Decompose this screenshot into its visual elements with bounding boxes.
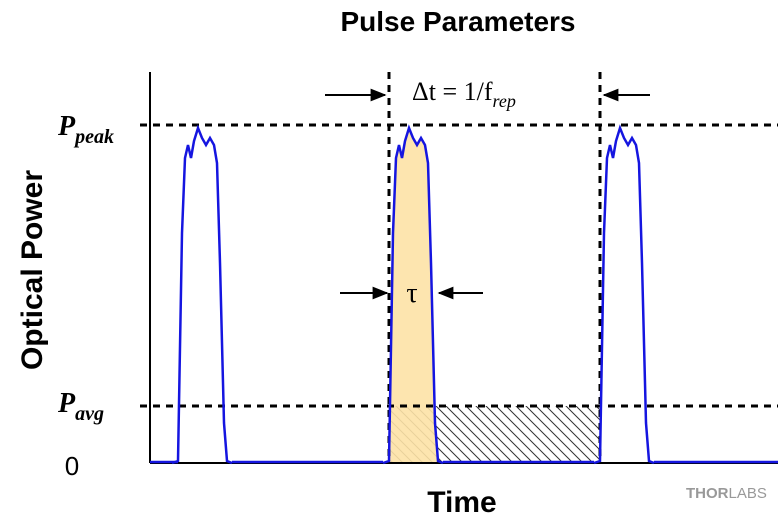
symbol: P — [57, 388, 76, 419]
subscript: rep — [493, 91, 516, 111]
pulse — [170, 126, 234, 465]
logo-bold: THOR — [686, 485, 729, 502]
logo-light: LABS — [729, 485, 767, 502]
pulse-fill — [389, 128, 437, 463]
avg-label: Pavg — [57, 388, 104, 425]
pulse — [592, 126, 656, 465]
formula: Δt = 1/f — [412, 77, 493, 106]
symbol: P — [57, 111, 76, 142]
title: Pulse Parameters — [340, 6, 575, 37]
zero-label: 0 — [65, 451, 79, 481]
peak-label: Ppeak — [57, 111, 114, 148]
y-axis-label: Optical Power — [16, 170, 49, 370]
subscript: avg — [75, 403, 104, 425]
period-label: Δt = 1/frep — [412, 77, 516, 111]
subscript: peak — [73, 126, 114, 148]
x-axis-label: Time — [427, 486, 496, 519]
logo: THORLABS — [686, 485, 767, 502]
width-label: τ — [406, 278, 417, 309]
